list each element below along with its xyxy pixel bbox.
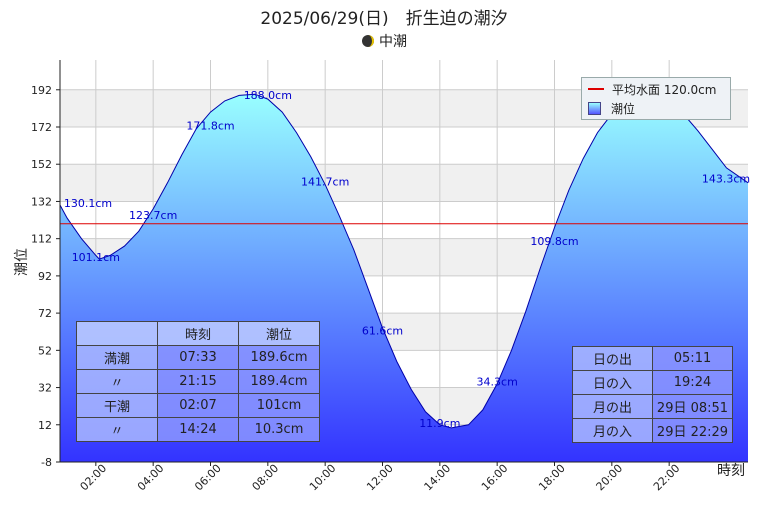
y-tick-label: 52 bbox=[38, 344, 52, 357]
legend-tide-text: 潮位 bbox=[611, 101, 636, 116]
point-label: 123.7cm bbox=[129, 209, 177, 222]
table-cell: 189.6cm bbox=[238, 345, 320, 370]
point-label: 141.7cm bbox=[301, 175, 349, 188]
table-cell: 05:11 bbox=[652, 346, 733, 371]
y-tick-label: 152 bbox=[31, 158, 52, 171]
tide-type-label: 中潮 bbox=[0, 31, 768, 51]
x-tick-label: 02:00 bbox=[78, 462, 110, 494]
table-header-cell: 潮位 bbox=[238, 321, 320, 346]
table-row: 満潮 07:33 189.6cm bbox=[76, 345, 320, 370]
chart-title: 2025/06/29(日) 折生迫の潮汐 bbox=[260, 9, 508, 29]
table-cell: 満潮 bbox=[76, 345, 158, 370]
x-tick-label: 20:00 bbox=[594, 462, 626, 494]
y-tick-label: 132 bbox=[31, 195, 52, 208]
y-tick-label: 92 bbox=[38, 270, 52, 283]
axes bbox=[56, 60, 748, 466]
table-cell: 07:33 bbox=[157, 345, 239, 370]
table-row: 〃 14:24 10.3cm bbox=[76, 417, 320, 442]
y-tick-label: 32 bbox=[38, 382, 52, 395]
x-tick-label: 08:00 bbox=[250, 462, 282, 494]
table-cell: 19:24 bbox=[652, 370, 733, 395]
high-low-tide-table: 時刻 潮位 満潮 07:33 189.6cm 〃 21:15 189.4cm 干… bbox=[76, 321, 320, 442]
table-cell: 29日 08:51 bbox=[652, 394, 733, 419]
moon-phase-icon bbox=[362, 35, 374, 47]
y-tick-label: -8 bbox=[41, 456, 52, 469]
table-header-cell bbox=[76, 321, 158, 346]
x-tick-labels: 02:00 04:00 06:00 08:00 10:00 12:00 14:00 16:00… bbox=[78, 462, 683, 494]
table-row: 月の出 29日 08:51 bbox=[572, 394, 733, 419]
point-label: 188.0cm bbox=[244, 89, 292, 102]
x-tick-label: 14:00 bbox=[422, 462, 454, 494]
legend-item-tide: 潮位 bbox=[588, 100, 635, 116]
x-tick-label: 12:00 bbox=[364, 462, 396, 494]
legend-line-swatch bbox=[588, 88, 604, 90]
table-cell: 〃 bbox=[76, 417, 158, 442]
table-cell: 日の出 bbox=[572, 346, 653, 371]
point-label: 34.3cm bbox=[477, 375, 518, 388]
point-label: 130.1cm bbox=[64, 197, 112, 210]
table-cell: 日の入 bbox=[572, 370, 653, 395]
table-cell: 29日 22:29 bbox=[652, 418, 733, 443]
table-header-cell: 時刻 bbox=[157, 321, 239, 346]
x-tick-label: 06:00 bbox=[192, 462, 224, 494]
tide-type-text: 中潮 bbox=[379, 34, 407, 50]
table-row: 日の入 19:24 bbox=[572, 370, 733, 395]
y-tick-label: 72 bbox=[38, 307, 52, 320]
table-cell: 189.4cm bbox=[238, 369, 320, 394]
table-cell: 月の出 bbox=[572, 394, 653, 419]
legend-area-swatch bbox=[588, 101, 601, 115]
y-axis-title: 潮位 bbox=[14, 248, 30, 276]
x-tick-label: 04:00 bbox=[135, 462, 167, 494]
point-label: 143.3cm bbox=[702, 172, 750, 185]
y-tick-label: 172 bbox=[31, 121, 52, 134]
table-row: 〃 21:15 189.4cm bbox=[76, 369, 320, 394]
legend-item-mean: 平均水面 120.0cm bbox=[588, 81, 716, 97]
point-label: 109.8cm bbox=[530, 235, 578, 248]
table-cell: 月の入 bbox=[572, 418, 653, 443]
x-tick-label: 18:00 bbox=[536, 462, 568, 494]
table-cell: 21:15 bbox=[157, 369, 239, 394]
table-cell: 02:07 bbox=[157, 393, 239, 418]
table-row: 日の出 05:11 bbox=[572, 346, 733, 371]
point-label: 171.8cm bbox=[186, 119, 234, 132]
table-cell: 干潮 bbox=[76, 393, 158, 418]
sun-moon-table: 日の出 05:11 日の入 19:24 月の出 29日 08:51 月の入 29… bbox=[572, 346, 733, 443]
table-cell: 101cm bbox=[238, 393, 320, 418]
x-tick-label: 10:00 bbox=[307, 462, 339, 494]
y-tick-labels: -8 12 32 52 72 92 112 132 152 172 192 bbox=[31, 84, 52, 469]
table-row: 干潮 02:07 101cm bbox=[76, 393, 320, 418]
table-header-row: 時刻 潮位 bbox=[76, 321, 320, 346]
point-label: 61.6cm bbox=[362, 324, 403, 337]
table-cell: 10.3cm bbox=[238, 417, 320, 442]
x-axis-title: 時刻 bbox=[717, 463, 745, 479]
x-tick-label: 16:00 bbox=[479, 462, 511, 494]
table-row: 月の入 29日 22:29 bbox=[572, 418, 733, 443]
legend-mean-text: 平均水面 120.0cm bbox=[612, 82, 717, 97]
y-tick-label: 192 bbox=[31, 84, 52, 97]
point-label: 101.1cm bbox=[72, 251, 120, 264]
y-tick-label: 12 bbox=[38, 419, 52, 432]
x-tick-label: 22:00 bbox=[651, 462, 683, 494]
table-cell: 14:24 bbox=[157, 417, 239, 442]
y-tick-label: 112 bbox=[31, 233, 52, 246]
legend: 平均水面 120.0cm 潮位 bbox=[581, 77, 731, 120]
point-label: 11.9cm bbox=[419, 417, 460, 430]
table-cell: 〃 bbox=[76, 369, 158, 394]
